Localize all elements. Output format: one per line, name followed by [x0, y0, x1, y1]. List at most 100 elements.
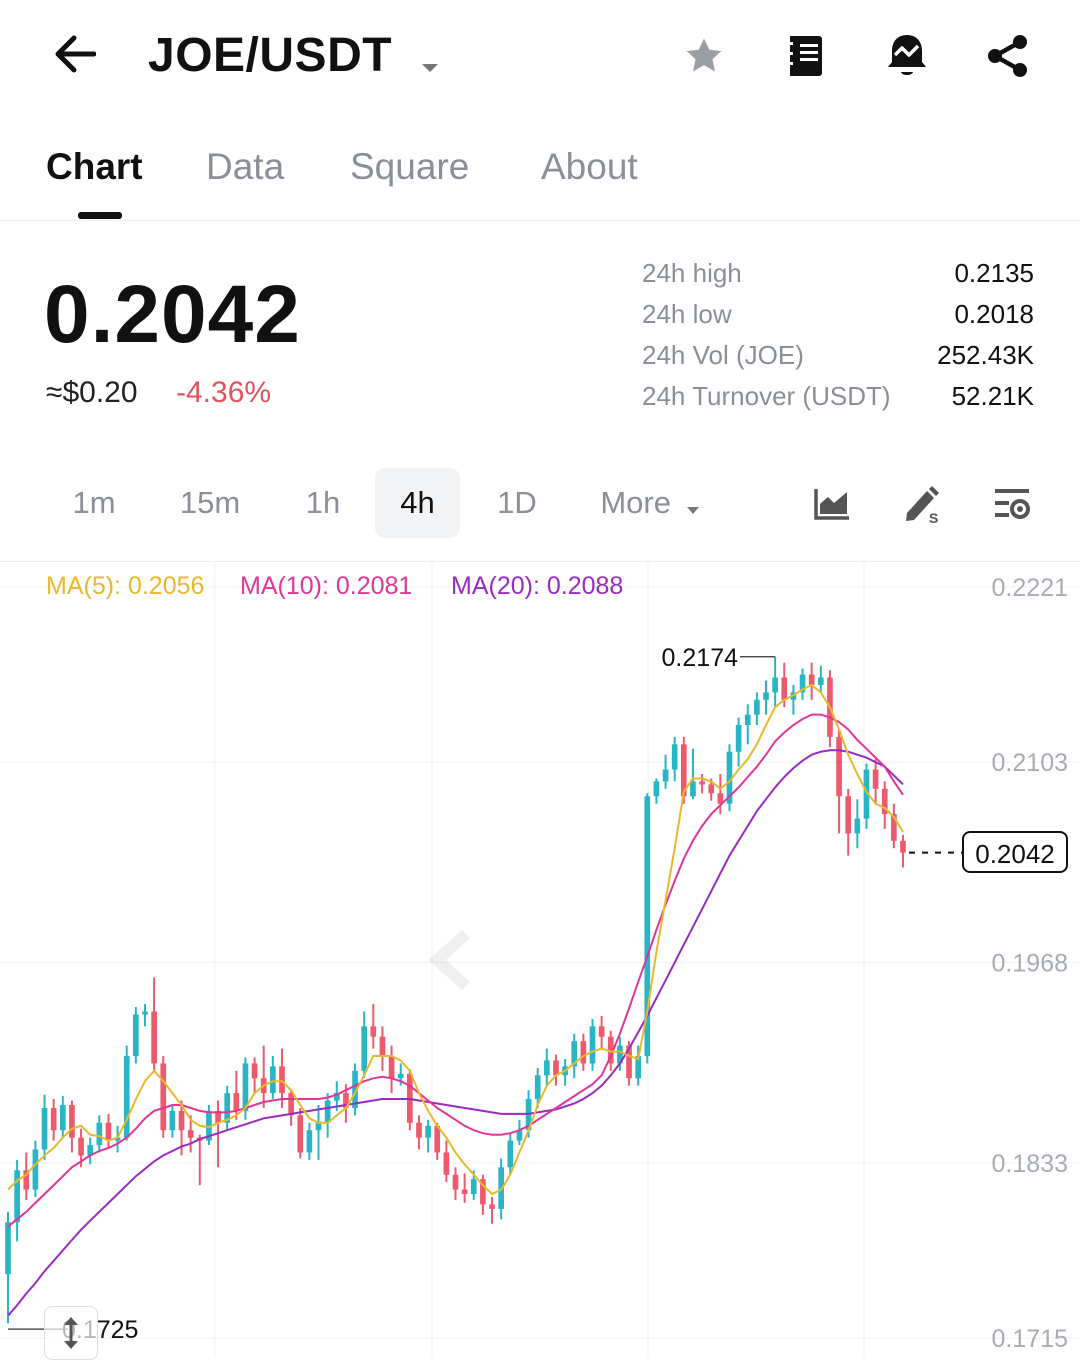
candle-body — [105, 1122, 112, 1141]
y-axis-labels: 0.2221 0.2103 0.1968 0.1833 0.1715 — [992, 574, 1068, 1353]
candle-body — [589, 1026, 596, 1064]
tab-about[interactable]: About — [541, 146, 638, 187]
candle — [617, 1036, 623, 1071]
y-axis-tick-label: 0.2103 — [992, 749, 1068, 777]
candle-body — [726, 751, 733, 804]
tab-data[interactable]: Data — [206, 146, 285, 187]
top-bar: JOE/USDT — [0, 0, 1080, 115]
book-icon[interactable] — [782, 32, 830, 80]
candle — [96, 1115, 103, 1153]
ma5-line — [7, 683, 904, 1196]
candle — [571, 1033, 578, 1079]
candle-body — [653, 781, 660, 797]
candle — [872, 759, 879, 804]
more-intervals-dropdown[interactable]: More — [590, 468, 710, 538]
candle — [133, 1007, 139, 1064]
alert-bell-icon[interactable] — [882, 30, 932, 80]
scale-toggle-icon[interactable] — [44, 1306, 98, 1360]
candle-body — [662, 769, 669, 782]
y-axis-tick-label: 0.1833 — [992, 1150, 1068, 1178]
caret-down-icon — [686, 470, 700, 540]
candle — [900, 834, 906, 868]
candle-body — [233, 1093, 240, 1111]
candle-body — [553, 1060, 559, 1076]
chart-type-icon[interactable] — [810, 482, 854, 526]
candle-body — [854, 818, 861, 834]
candle-body — [644, 796, 651, 1057]
candle — [690, 748, 696, 800]
candle-body — [343, 1093, 349, 1108]
candle — [370, 1004, 377, 1049]
candle-body — [443, 1152, 450, 1175]
candle-body — [379, 1036, 386, 1057]
stat-label-24h-vol: 24h Vol (JOE) — [642, 340, 804, 370]
candle — [516, 1119, 523, 1146]
usd-approx-price: ≈$0.20 — [46, 376, 138, 409]
candle-body — [187, 1130, 194, 1138]
candle — [461, 1173, 468, 1203]
pair-title: JOE/USDT — [148, 29, 393, 82]
candle-body — [114, 1137, 121, 1141]
candle — [416, 1115, 422, 1150]
candle-body — [671, 744, 678, 770]
indicator-settings-icon[interactable] — [990, 482, 1034, 526]
candle-body — [87, 1145, 94, 1156]
candle-body — [845, 796, 852, 834]
candle — [32, 1140, 39, 1198]
candle — [553, 1054, 559, 1086]
candle-body — [717, 793, 724, 804]
candle-body — [178, 1110, 185, 1131]
candle — [699, 774, 705, 794]
tab-square[interactable]: Square — [350, 146, 470, 187]
interval-4h[interactable]: 4h — [375, 468, 460, 538]
stat-label-24h-high: 24h high — [642, 258, 742, 288]
candle-body — [5, 1222, 11, 1275]
candle-body — [160, 1063, 167, 1131]
candle — [717, 774, 724, 815]
candle — [23, 1152, 30, 1200]
candle — [772, 656, 778, 708]
candle — [754, 692, 760, 726]
drawing-tools-icon[interactable]: S — [898, 480, 946, 528]
candle-body — [808, 674, 815, 685]
stat-label-24h-low: 24h low — [642, 299, 732, 329]
candle — [726, 744, 733, 812]
candle — [5, 1211, 11, 1324]
candle-body — [754, 699, 760, 715]
chevron-down-icon — [420, 31, 440, 86]
candle — [653, 778, 660, 804]
share-icon[interactable] — [984, 32, 1032, 80]
candle-body — [288, 1093, 294, 1116]
candle-body — [516, 1130, 523, 1141]
candle-body — [470, 1179, 477, 1195]
tab-chart[interactable]: Chart — [46, 146, 143, 187]
candle-body — [891, 814, 897, 841]
candle — [251, 1057, 258, 1094]
candle-body — [370, 1026, 377, 1037]
candle-body — [50, 1107, 57, 1131]
candle-body — [607, 1036, 614, 1064]
candle — [662, 754, 669, 789]
candle — [206, 1104, 212, 1146]
candle-body — [881, 788, 888, 815]
candle-body — [388, 1056, 395, 1079]
back-arrow-icon[interactable] — [48, 28, 100, 80]
candle-body — [598, 1026, 605, 1037]
candle-body — [14, 1170, 20, 1223]
candle-body — [772, 677, 778, 693]
interval-1d[interactable]: 1D — [497, 485, 537, 520]
candle — [270, 1056, 276, 1100]
star-icon[interactable] — [680, 32, 728, 80]
pair-selector[interactable]: JOE/USDT — [148, 28, 440, 86]
candle — [187, 1115, 194, 1153]
interval-15m[interactable]: 15m — [179, 485, 241, 520]
candle — [845, 788, 852, 856]
watermark-logo — [428, 930, 470, 990]
candle — [489, 1197, 495, 1224]
candle-body — [324, 1100, 331, 1123]
interval-1h[interactable]: 1h — [305, 485, 341, 520]
interval-1m[interactable]: 1m — [72, 485, 116, 520]
candle-body — [781, 677, 788, 700]
ma20-line — [7, 749, 904, 1317]
